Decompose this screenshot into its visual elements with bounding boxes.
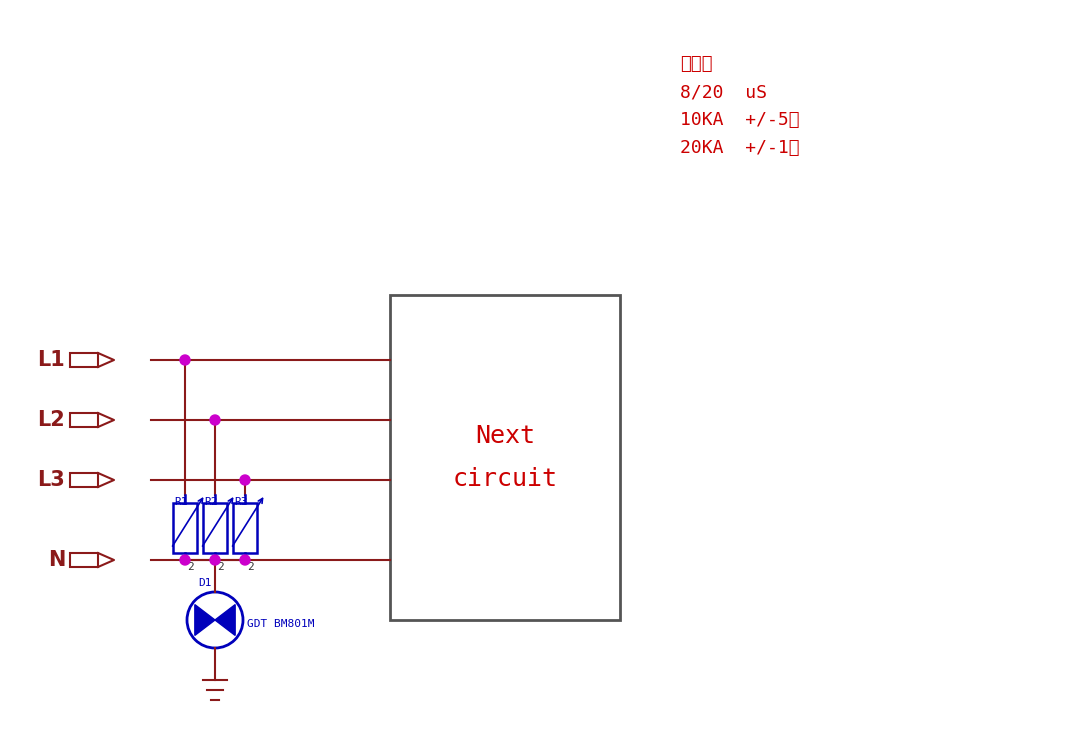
Circle shape: [240, 475, 249, 485]
Bar: [70, 413, 98, 427]
Text: 20KA  +/-1次: 20KA +/-1次: [680, 139, 799, 157]
Bar: [233, 503, 257, 553]
Bar: [70, 353, 98, 367]
Text: 2: 2: [217, 562, 224, 572]
Text: 10KA  +/-5次: 10KA +/-5次: [680, 111, 799, 129]
Circle shape: [180, 555, 190, 565]
Text: 备注：: 备注：: [680, 55, 713, 73]
Bar: [203, 503, 227, 553]
Circle shape: [240, 555, 249, 565]
Text: 8/20  uS: 8/20 uS: [680, 83, 767, 101]
Text: L1: L1: [37, 350, 65, 370]
Text: L3: L3: [37, 470, 65, 490]
Text: 2: 2: [187, 562, 193, 572]
Circle shape: [210, 555, 220, 565]
Bar: [70, 553, 98, 567]
Circle shape: [210, 415, 220, 425]
Text: L2: L2: [37, 410, 65, 430]
Text: R1: R1: [174, 497, 188, 507]
Bar: [70, 473, 98, 487]
Bar: [173, 503, 197, 553]
Text: N: N: [48, 550, 65, 570]
Text: GDT BM801M: GDT BM801M: [247, 619, 314, 629]
Text: Next
circuit: Next circuit: [453, 424, 557, 491]
Text: D1: D1: [199, 578, 212, 588]
Text: R3: R3: [234, 497, 247, 507]
Circle shape: [180, 355, 190, 365]
Polygon shape: [194, 604, 215, 635]
Polygon shape: [215, 604, 235, 635]
Text: 2: 2: [247, 562, 254, 572]
Bar: [390, 295, 620, 620]
Text: R2: R2: [204, 497, 217, 507]
